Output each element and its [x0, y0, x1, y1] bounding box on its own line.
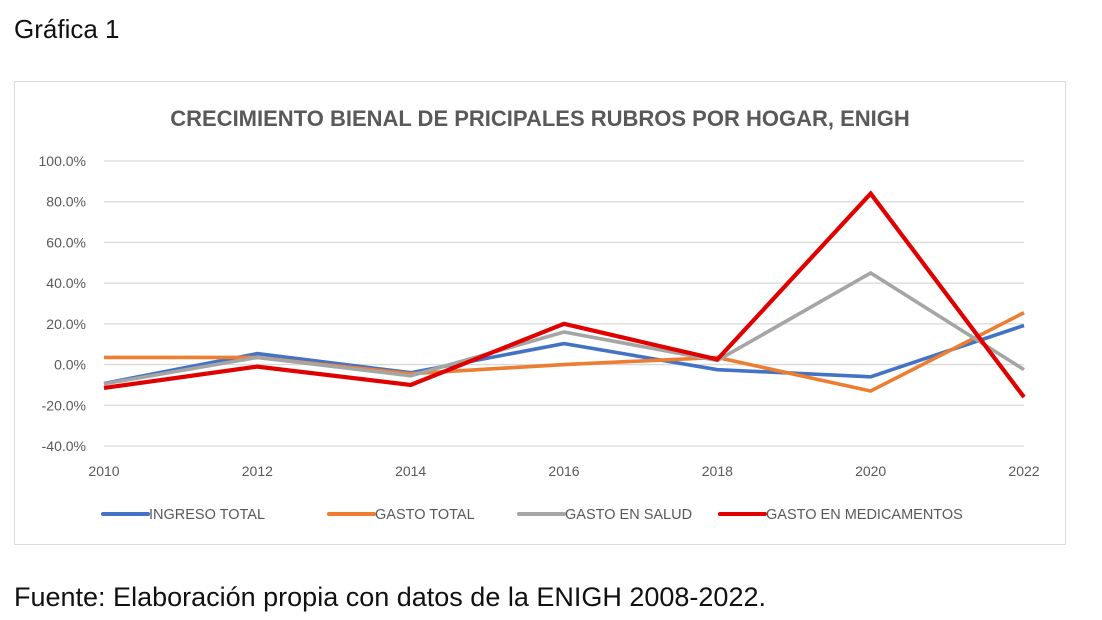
x-tick-label: 2010 [88, 463, 119, 479]
series-line-gasto-en-salud [103, 270, 1025, 386]
series-lines [103, 190, 1026, 399]
legend-item: GASTO TOTAL [327, 507, 475, 523]
x-tick-label: 2012 [242, 463, 273, 479]
y-tick-label: -20.0% [42, 397, 86, 413]
series-line-gasto-en-medicamentos [103, 190, 1026, 399]
legend-label: INGRESO TOTAL [149, 507, 265, 523]
chart-title: CRECIMIENTO BIENAL DE PRICIPALES RUBROS … [170, 106, 910, 131]
x-tick-label: 2022 [1008, 463, 1039, 479]
x-axis-ticks: 2010 2012 2014 2016 2018 2020 2022 [88, 463, 1039, 479]
legend-item: GASTO EN MEDICAMENTOS [718, 507, 963, 523]
y-tick-label: 100.0% [39, 153, 86, 169]
x-tick-label: 2020 [855, 463, 886, 479]
y-tick-label: 20.0% [46, 316, 86, 332]
y-axis-ticks: -40.0% -20.0% 0.0% 20.0% 40.0% 60.0% 80.0% 100.… [39, 153, 86, 454]
legend-item: INGRESO TOTAL [101, 507, 265, 523]
legend-label: GASTO TOTAL [375, 507, 475, 523]
y-tick-label: 80.0% [46, 194, 86, 210]
legend-item: GASTO EN SALUD [517, 507, 692, 523]
legend-label: GASTO EN MEDICAMENTOS [766, 507, 963, 523]
y-tick-label: -40.0% [42, 438, 86, 454]
y-tick-label: 40.0% [46, 275, 86, 291]
y-tick-label: 0.0% [54, 357, 86, 373]
source-note: Fuente: Elaboración propia con datos de … [14, 582, 766, 612]
x-tick-label: 2016 [548, 463, 579, 479]
chart-frame [14, 81, 1066, 545]
legend: INGRESO TOTAL GASTO TOTAL GASTO EN SALUD GA… [101, 507, 963, 523]
legend-label: GASTO EN SALUD [565, 507, 692, 523]
series-line-ingreso-total [103, 323, 1025, 386]
x-tick-label: 2018 [702, 463, 733, 479]
gridlines [104, 160, 1024, 447]
x-tick-label: 2014 [395, 463, 426, 479]
y-tick-label: 60.0% [46, 234, 86, 250]
figure-caption: Gráfica 1 [14, 14, 120, 44]
